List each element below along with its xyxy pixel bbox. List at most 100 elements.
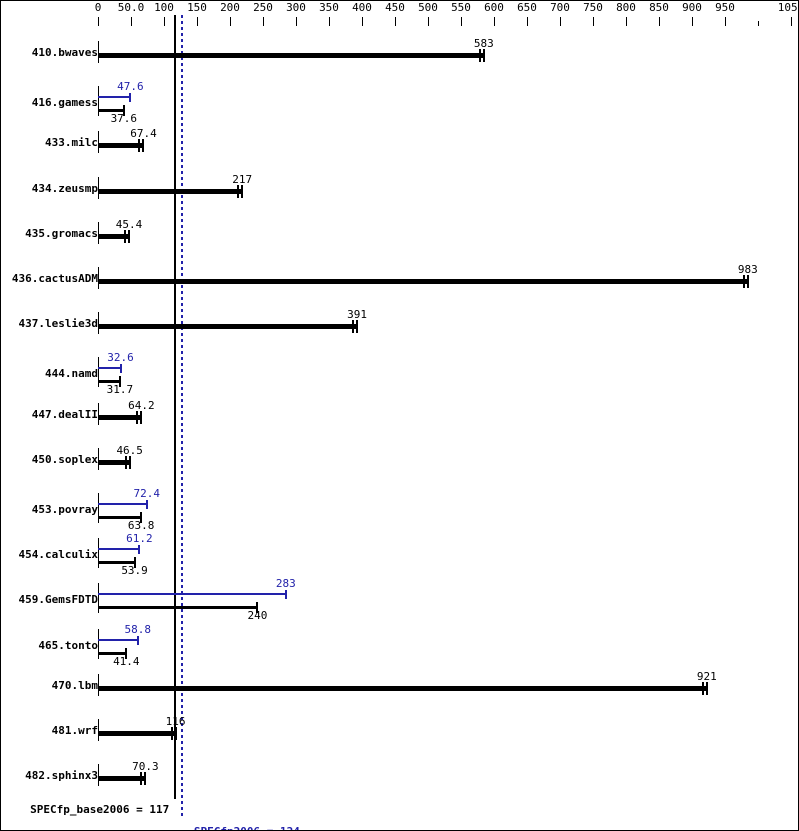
bar-end-cap xyxy=(140,512,143,523)
bar-end-cap xyxy=(478,49,481,62)
benchmark-row: 444.namd 32.6 31.7 xyxy=(1,351,798,397)
x-axis: 0 50.0 100 150 200 250 300 350 400 450 500 550 600 65… xyxy=(1,1,798,29)
bar-line xyxy=(98,233,128,239)
x-tick-mark xyxy=(692,17,693,26)
x-tick-label: 350 xyxy=(319,1,339,14)
benchmark-row: 453.povray 72.4 63.8 xyxy=(1,487,798,532)
bar-line xyxy=(98,109,123,113)
bar-end-cap xyxy=(136,410,139,424)
x-tick-label: 950 xyxy=(715,1,735,14)
benchmark-name-label: 453.povray xyxy=(31,503,98,516)
peak-value-label: 72.4 xyxy=(133,487,161,500)
row-origin-tick xyxy=(98,583,99,614)
row-origin-tick xyxy=(98,538,99,569)
x-tick-label: 550 xyxy=(451,1,471,14)
x-tick-mark xyxy=(98,17,99,26)
benchmark-row: 433.milc 67.4 xyxy=(1,125,798,170)
peak-value-label: 58.8 xyxy=(124,622,152,636)
x-tick-mark xyxy=(593,17,594,26)
x-tick-mark xyxy=(428,17,429,26)
x-tick-label: 1050 xyxy=(777,1,798,14)
mean-peak-reference-line xyxy=(180,15,183,818)
bar-line xyxy=(98,380,119,384)
benchmark-row: 434.zeusmp 217 xyxy=(1,171,798,216)
base-value-label: 217 xyxy=(232,172,253,186)
benchmark-row: 410.bwaves 583 xyxy=(1,35,798,80)
x-tick-label: 0 xyxy=(94,1,102,14)
bar-line xyxy=(98,561,134,565)
x-tick-label: 650 xyxy=(517,1,537,14)
row-origin-tick xyxy=(98,447,99,470)
bar-line xyxy=(98,651,126,655)
x-tick-mark xyxy=(560,17,561,26)
bar-end-cap xyxy=(170,727,173,740)
benchmark-name-label: 433.milc xyxy=(45,136,98,150)
row-origin-tick xyxy=(98,176,99,199)
peak-value-label: 32.6 xyxy=(107,351,134,365)
bar-end-cap xyxy=(705,681,708,695)
specfp-base2006-summary: SPECfp_base2006 = 117 xyxy=(30,803,170,817)
bar-end-cap xyxy=(256,602,259,614)
benchmark-row: 465.tonto 58.8 41.4 xyxy=(1,622,798,668)
benchmark-row: 481.wrf 116 xyxy=(1,713,798,758)
row-origin-tick xyxy=(98,673,99,696)
benchmark-name-label: 436.cactusADM xyxy=(11,272,98,285)
bar-line xyxy=(98,96,130,99)
bar-end-cap xyxy=(136,635,139,645)
benchmark-name-label: 447.dealII xyxy=(31,407,98,421)
base-value-label: 31.7 xyxy=(106,383,134,397)
x-tick-label: 250 xyxy=(253,1,273,14)
x-tick-label: 200 xyxy=(220,1,240,14)
x-tick-mark xyxy=(461,17,462,26)
base-value-label: 41.4 xyxy=(113,654,140,668)
row-origin-tick xyxy=(98,628,99,659)
x-tick-mark xyxy=(626,17,627,26)
x-tick-label: 600 xyxy=(484,1,504,14)
benchmark-row: 459.GemsFDTD 283 240 xyxy=(1,577,798,622)
benchmark-row: 450.soplex 46.5 xyxy=(1,442,798,487)
x-tick-label: 150 xyxy=(187,1,207,14)
bar-line xyxy=(98,606,257,610)
bar-end-cap xyxy=(140,410,143,424)
bar-end-cap xyxy=(746,275,749,288)
row-origin-tick xyxy=(98,719,99,741)
row-origin-tick xyxy=(98,267,99,289)
x-tick-label: 700 xyxy=(550,1,570,14)
bar-end-cap xyxy=(237,184,240,198)
base-value-label: 37.6 xyxy=(110,112,138,126)
x-tick-mark xyxy=(362,17,363,26)
base-value-label: 64.2 xyxy=(128,398,155,412)
row-origin-tick xyxy=(98,764,99,787)
benchmark-row: 454.calculix 61.2 53.9 xyxy=(1,532,798,577)
bar-line xyxy=(98,279,747,284)
benchmark-name-label: 454.calculix xyxy=(18,548,98,562)
bar-line xyxy=(98,324,357,330)
base-value-label: 46.5 xyxy=(116,443,143,457)
base-value-label: 45.4 xyxy=(115,217,143,231)
benchmark-name-label: 444.namd xyxy=(45,367,98,381)
x-tick-mark xyxy=(197,17,198,26)
bar-end-cap xyxy=(128,455,131,469)
benchmark-row: 435.gromacs 45.4 xyxy=(1,216,798,261)
x-tick-mark-minor xyxy=(758,21,759,26)
base-value-label: 70.3 xyxy=(132,760,159,774)
bar-end-cap xyxy=(140,772,143,786)
bar-end-cap xyxy=(142,139,145,153)
x-tick-label: 500 xyxy=(418,1,438,14)
x-tick-mark xyxy=(296,17,297,26)
benchmark-name-label: 465.tonto xyxy=(38,638,98,652)
x-tick-label: 900 xyxy=(682,1,702,14)
bar-end-cap xyxy=(118,376,121,388)
row-origin-tick xyxy=(98,131,99,154)
benchmark-name-label: 450.soplex xyxy=(31,452,98,466)
bar-line xyxy=(98,548,139,551)
bar-end-cap xyxy=(138,545,141,555)
peak-value-label: 47.6 xyxy=(117,80,144,94)
bar-end-cap xyxy=(129,93,132,103)
bar-line xyxy=(98,685,706,691)
bar-line xyxy=(98,731,175,736)
bar-line xyxy=(98,516,141,519)
benchmark-name-label: 437.leslie3d xyxy=(18,317,98,331)
bar-line xyxy=(98,188,242,194)
bar-end-cap xyxy=(138,139,141,153)
